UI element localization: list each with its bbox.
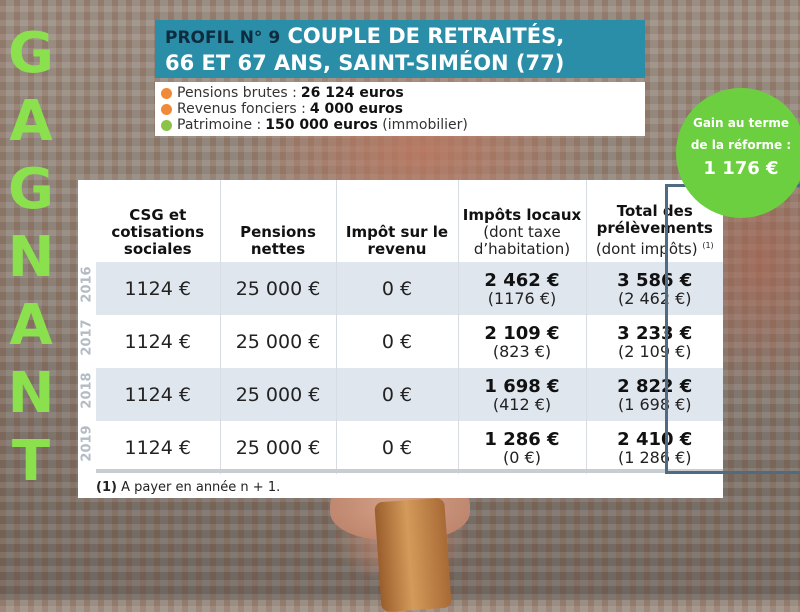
header-impots-locaux-sub: (dont taxe d’habitation) — [473, 223, 571, 258]
year-label: 2018 — [79, 372, 95, 409]
vertical-letter: A — [9, 89, 53, 154]
info-value: 150 000 euros — [265, 117, 378, 133]
header-pensions: Pensions nettes — [220, 180, 337, 262]
info-item-pensions: Pensions brutes : 26 124 euros — [161, 85, 639, 101]
cell-impots-locaux: 2 462 € (1176 €) — [458, 262, 587, 315]
cell-locaux-value: 2 109 € — [484, 322, 560, 344]
cell-locaux-value: 1 286 € — [484, 428, 560, 450]
cell-csg: 1124 € — [96, 315, 221, 368]
levies-table: CSG et cotisations sociales Pensions net… — [96, 180, 723, 474]
gain-label: Gain au terme de la réforme : — [690, 116, 792, 152]
cell-total: 3 233 € (2 109 €) — [586, 315, 723, 368]
info-label: Revenus fonciers : — [177, 101, 306, 117]
header-total-sub: (dont impôts) (1) — [595, 240, 714, 258]
info-extra: (immobilier) — [377, 117, 468, 133]
footnote-ref: (1) — [702, 241, 714, 250]
bullet-dot-icon — [161, 119, 172, 131]
cell-pensions: 25 000 € — [220, 421, 337, 474]
footnote: (1) A payer en année n + 1. — [96, 480, 280, 495]
cell-total-impots: (1 286 €) — [617, 447, 692, 467]
cell-total: 2 410 € (1 286 €) — [586, 421, 723, 474]
info-value: 4 000 euros — [309, 101, 403, 117]
profile-title-box: PROFIL N° 9 COUPLE DE RETRAITÉS, 66 ET 6… — [155, 20, 645, 78]
vertical-letter: A — [9, 293, 53, 358]
cane-illustration — [374, 497, 452, 612]
cell-impot-revenu: 0 € — [336, 421, 459, 474]
title-line-1: PROFIL N° 9 COUPLE DE RETRAITÉS, — [165, 24, 635, 51]
info-item-revenus: Revenus fonciers : 4 000 euros — [161, 101, 639, 117]
table-row: 1124 € 25 000 € 0 € 2 462 € (1176 €) 3 5… — [96, 262, 723, 315]
info-item-patrimoine: Patrimoine : 150 000 euros (immobilier) — [161, 117, 639, 133]
table-row: 1124 € 25 000 € 0 € 1 286 € (0 €) 2 410 … — [96, 421, 723, 474]
vertical-letter: G — [8, 157, 54, 222]
cell-locaux-th: (0 €) — [503, 447, 541, 467]
header-csg: CSG et cotisations sociales — [96, 180, 221, 262]
year-label: 2019 — [79, 425, 95, 462]
cell-impots-locaux: 2 109 € (823 €) — [458, 315, 587, 368]
vertical-letter: N — [7, 361, 55, 426]
header-total-title: Total des prélèvements — [596, 202, 713, 237]
info-label: Pensions brutes : — [177, 85, 297, 101]
cell-pensions: 25 000 € — [220, 368, 337, 421]
cell-total-impots: (2 462 €) — [617, 288, 692, 308]
cell-locaux-th: (823 €) — [492, 341, 552, 361]
profile-info-box: Pensions brutes : 26 124 euros Revenus f… — [155, 82, 645, 136]
year-label: 2016 — [79, 266, 95, 303]
cell-impot-revenu: 0 € — [336, 315, 459, 368]
cell-locaux-value: 1 698 € — [484, 375, 560, 397]
cell-locaux-value: 2 462 € — [484, 269, 560, 291]
cell-impots-locaux: 1 698 € (412 €) — [458, 368, 587, 421]
bullet-dot-icon — [161, 103, 172, 115]
table-bottom-rule — [96, 469, 723, 473]
cell-impot-revenu: 0 € — [336, 262, 459, 315]
table-header-row: CSG et cotisations sociales Pensions net… — [96, 180, 723, 262]
cell-csg: 1124 € — [96, 262, 221, 315]
info-label: Patrimoine : — [177, 117, 262, 133]
cell-total-value: 2 822 € — [617, 375, 693, 397]
title-line-2: 66 ET 67 ANS, SAINT-SIMÉON (77) — [165, 51, 565, 75]
vertical-word-gagnant: G A G N A N T — [7, 20, 55, 496]
vertical-letter: T — [11, 429, 51, 494]
gain-badge: Gain au terme de la réforme : 1 176 € — [676, 88, 800, 218]
cell-csg: 1124 € — [96, 421, 221, 474]
cell-total-value: 2 410 € — [617, 428, 693, 450]
cell-pensions: 25 000 € — [220, 262, 337, 315]
footnote-text: A payer en année n + 1. — [116, 480, 281, 495]
cell-locaux-th: (1176 €) — [487, 288, 557, 308]
year-label: 2017 — [79, 319, 95, 356]
cell-pensions: 25 000 € — [220, 315, 337, 368]
year-labels: 2016 2017 2018 2019 — [78, 258, 96, 470]
vertical-letter: G — [8, 21, 54, 86]
title-text-1: COUPLE DE RETRAITÉS, — [287, 24, 565, 48]
cell-total: 2 822 € (1 698 €) — [586, 368, 723, 421]
profile-number: PROFIL N° 9 — [165, 28, 281, 48]
levies-table-panel: 2016 2017 2018 2019 CSG et cotisations s… — [78, 180, 800, 498]
header-impot-revenu: Impôt sur le revenu — [336, 180, 459, 262]
table-row: 1124 € 25 000 € 0 € 2 109 € (823 €) 3 23… — [96, 315, 723, 368]
gain-value: 1 176 € — [703, 158, 779, 179]
cell-impots-locaux: 1 286 € (0 €) — [458, 421, 587, 474]
cell-total-impots: (2 109 €) — [617, 341, 692, 361]
cell-total-impots: (1 698 €) — [617, 394, 692, 414]
cell-impot-revenu: 0 € — [336, 368, 459, 421]
header-impots-locaux: Impôts locaux (dont taxe d’habitation) — [458, 180, 587, 262]
info-value: 26 124 euros — [300, 85, 404, 101]
cell-total: 3 586 € (2 462 €) — [586, 262, 723, 315]
cell-total-value: 3 233 € — [617, 322, 693, 344]
table-row: 1124 € 25 000 € 0 € 1 698 € (412 €) 2 82… — [96, 368, 723, 421]
bullet-dot-icon — [161, 87, 172, 99]
cell-csg: 1124 € — [96, 368, 221, 421]
cell-locaux-th: (412 €) — [492, 394, 552, 414]
footnote-marker: (1) — [96, 480, 117, 495]
header-impots-locaux-title: Impôts locaux — [462, 206, 582, 224]
header-total: Total des prélèvements (dont impôts) (1) — [586, 180, 723, 262]
vertical-letter: N — [7, 225, 55, 290]
cell-total-value: 3 586 € — [617, 269, 693, 291]
